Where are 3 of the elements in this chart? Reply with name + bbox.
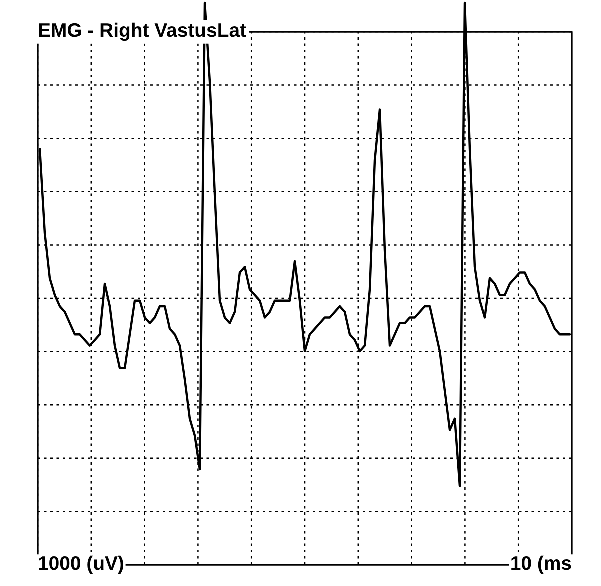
annotation: 10 (ms bbox=[512, 556, 572, 574]
annotation: 1000 (uV) bbox=[39, 556, 124, 574]
text: EMG - Right VastusLat bbox=[39, 22, 246, 42]
